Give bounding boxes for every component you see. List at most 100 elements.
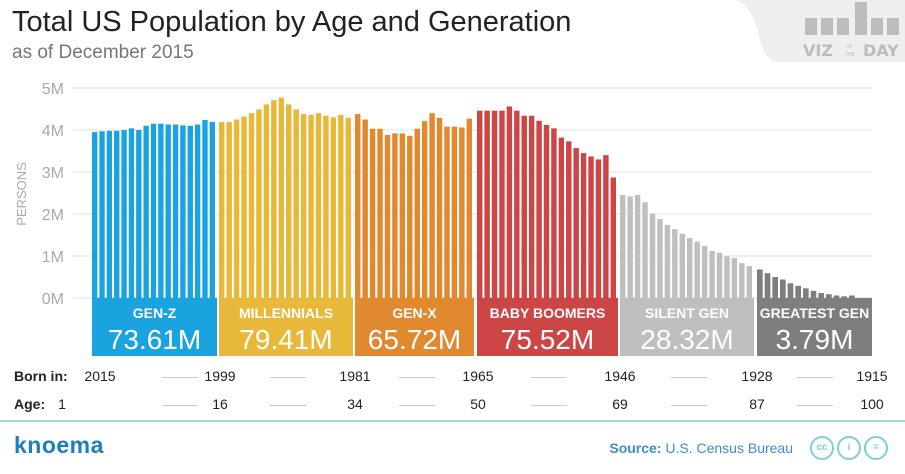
bar [780,279,786,298]
bar [436,117,443,298]
svg-text:DAY: DAY [863,41,899,60]
generation-name: GEN-X [392,305,437,321]
svg-text:VIZ: VIZ [803,41,833,60]
bar [746,266,752,298]
separator-dash [531,377,567,378]
bar [506,106,513,298]
bar [491,110,498,299]
generation-total: 73.61M [108,324,201,355]
bar [849,295,855,298]
bar [672,229,678,298]
generation-box [757,298,872,356]
separator-dash [796,405,833,406]
bar [709,250,715,298]
bar [499,110,505,299]
bar [323,115,329,298]
knoema-logo[interactable]: knoema [14,432,104,458]
born-value: 1981 [339,368,371,384]
bar [143,125,149,298]
separator-dash [670,377,707,378]
separator-dash [531,405,567,406]
bar [241,116,247,298]
bar [694,241,700,298]
bar [106,130,113,298]
generation-name: SILENT GEN [645,305,729,321]
y-tick-label: 3M [42,165,64,182]
age-value: 50 [470,396,486,412]
bar [369,128,376,298]
bar [528,115,535,298]
separator-dash [796,377,833,378]
generation-box [355,298,474,356]
bar [286,104,292,298]
bar [194,124,201,298]
bar [150,123,157,298]
bar [414,128,420,298]
svg-text:OF: OF [846,44,853,50]
bar [484,110,490,299]
bar [810,290,817,298]
bar [114,130,120,298]
bar [399,133,406,298]
bar [514,110,520,299]
bar [256,109,262,298]
age-label: Age: [14,396,46,412]
source-label: Source: [609,440,662,456]
bar [248,113,255,298]
no-derivatives-icon[interactable]: = [864,436,888,460]
bar [634,195,641,298]
separator-dash [269,405,306,406]
cc-icon[interactable]: cc [810,436,834,460]
source-value: U.S. Census Bureau [665,440,793,456]
born-value: 1965 [462,368,494,384]
generation-box [620,298,754,356]
bar [219,122,225,299]
bar [657,219,663,298]
bar [558,137,565,298]
bar [384,135,391,298]
generation-total: 75.52M [501,324,594,355]
bar [543,124,550,299]
bar [271,100,277,299]
bar [818,292,824,298]
bar [679,233,685,298]
generation-total: 28.32M [640,324,733,355]
bar [233,119,240,298]
page-subtitle: as of December 2015 [12,42,194,63]
bar [649,213,656,298]
age-value: 69 [612,396,628,412]
bar [595,159,602,298]
bar [627,196,633,298]
bar [226,122,232,299]
age-value: 16 [212,396,228,412]
bar [764,273,771,298]
bar [355,114,361,298]
bar [92,132,98,298]
bar [158,123,164,298]
bar [620,195,626,298]
bar [731,258,738,298]
separator-dash [162,377,198,378]
bar [536,120,542,298]
bar [603,155,609,298]
attribution-icon[interactable]: i [837,436,861,460]
age-value: 1 [58,396,66,412]
bar [664,224,671,298]
born-value: 1946 [604,368,636,384]
generation-total: 79.41M [239,324,332,355]
bar [451,126,458,298]
bar [429,113,435,298]
age-value: 100 [860,396,884,412]
bar [165,124,171,298]
page-title: Total US Population by Age and Generatio… [12,6,572,38]
separator-dash [162,405,198,406]
bar [315,113,322,298]
bar [610,177,616,298]
born-value: 1915 [856,368,888,384]
bar [209,122,215,299]
born-value: 2015 [84,368,116,384]
separator-dash [670,405,707,406]
age-value: 87 [749,396,765,412]
source-note: Source: U.S. Census Bureau [609,440,793,456]
